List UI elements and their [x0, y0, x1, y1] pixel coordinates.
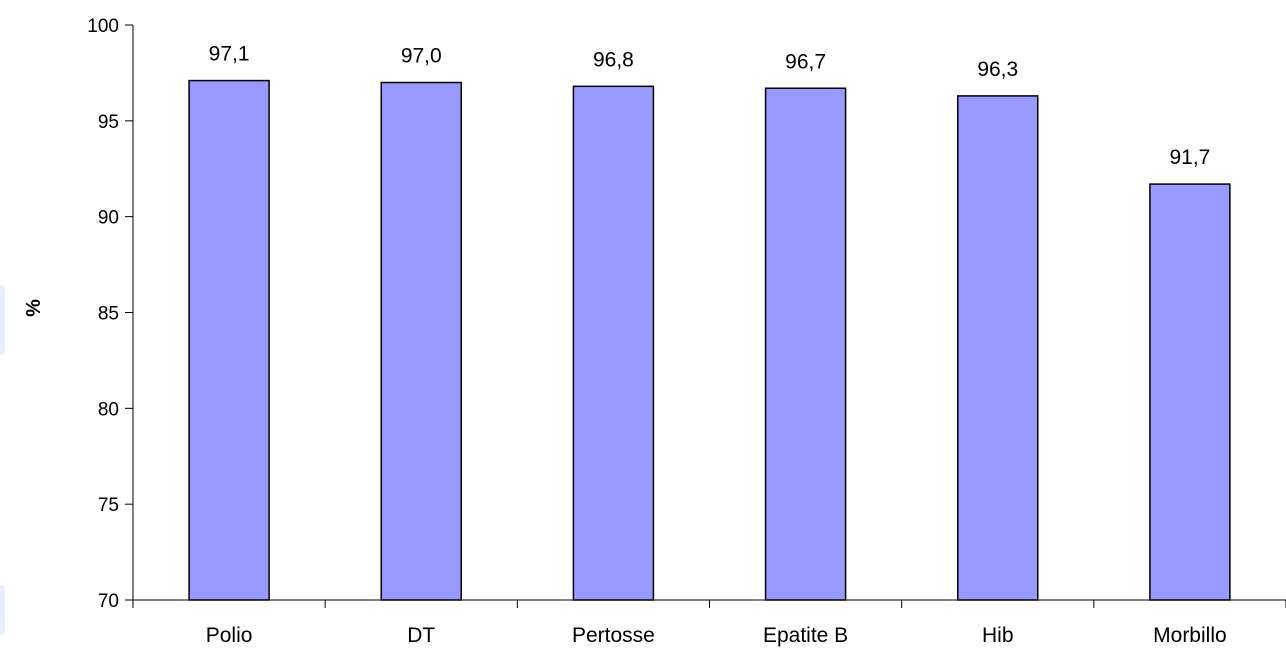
y-tick-label: 75 — [98, 495, 119, 516]
left-edge-decoration-lower — [0, 585, 5, 635]
bar-epatite-b — [764, 87, 847, 601]
category-label: Morbillo — [1153, 624, 1227, 647]
left-edge-decoration — [0, 285, 5, 355]
data-label: 96,7 — [785, 50, 826, 73]
labels: 70 75 80 85 90 95 100 97,1 Polio 97,0 DT 96,8 Pertos… — [87, 16, 1226, 647]
y-tick-label: 95 — [98, 112, 119, 133]
y-tick-label: 90 — [98, 208, 119, 229]
bar-morbillo — [1149, 183, 1231, 601]
category-label: DT — [407, 624, 435, 647]
y-tick-label: 100 — [87, 16, 119, 37]
y-axis-title: % — [23, 299, 45, 317]
y-tick-label: 80 — [98, 399, 119, 420]
bar-dt — [380, 81, 462, 601]
category-label: Hib — [982, 624, 1014, 647]
category-label: Pertosse — [572, 624, 655, 647]
y-tick-label: 70 — [98, 591, 119, 612]
axes — [125, 24, 1286, 608]
y-tick-label: 85 — [98, 304, 119, 325]
bar-pertosse — [572, 85, 655, 601]
data-label: 97,1 — [209, 43, 250, 66]
data-label: 96,8 — [593, 48, 634, 71]
bars — [188, 79, 1231, 601]
bar-hib — [957, 95, 1039, 601]
data-label: 97,0 — [401, 45, 442, 68]
category-label: Polio — [206, 624, 253, 647]
data-label: 91,7 — [1169, 146, 1210, 169]
data-label: 96,3 — [977, 58, 1018, 81]
category-label: Epatite B — [763, 624, 848, 647]
bar-polio — [188, 79, 270, 601]
